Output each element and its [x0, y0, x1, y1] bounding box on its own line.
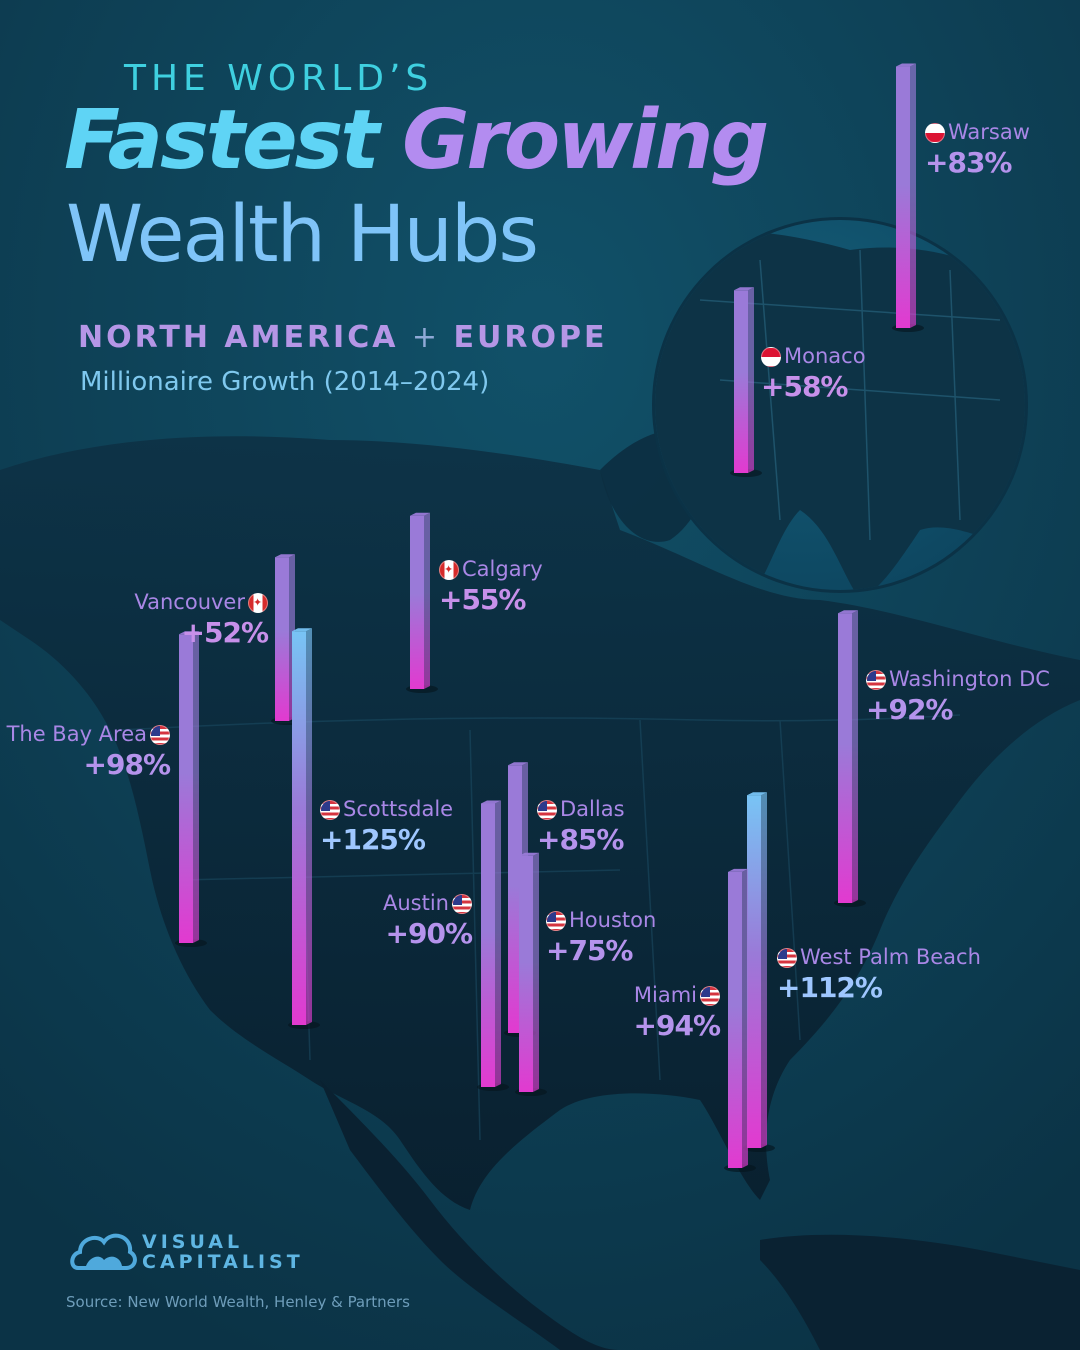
growth-value: +83% [925, 146, 1012, 179]
logo-wordmark: VISUAL CAPITALIST [142, 1231, 304, 1273]
city-name: Austin [383, 891, 449, 915]
bar-washington-dc [834, 610, 866, 907]
title-pre: THE WORLD’S [124, 58, 434, 99]
bar-west-palm-beach [743, 792, 775, 1152]
growth-value: +94% [633, 1009, 721, 1042]
city-name: Washington DC [889, 667, 1050, 691]
label-vancouver: Vancouver +52% [134, 590, 269, 649]
region-subtitle: NORTH AMERICA + EUROPE [78, 320, 607, 355]
label-calgary: Calgary +55% [439, 559, 543, 614]
canada-flag-icon [439, 559, 459, 580]
growth-value: +98% [83, 748, 171, 781]
caribbean-land [760, 1234, 1080, 1350]
cloud-logo-icon [70, 1233, 137, 1270]
label-washington-dc: Washington DC +92% [866, 669, 1050, 724]
growth-value: +112% [777, 971, 883, 1004]
label-dallas: Dallas +85% [537, 799, 625, 854]
title-sub: Wealth Hubs [66, 190, 539, 280]
city-name: Dallas [560, 797, 625, 821]
city-name: Warsaw [948, 120, 1030, 144]
label-miami: Miami +94% [633, 983, 721, 1042]
growth-value: +125% [320, 823, 426, 856]
growth-value: +90% [385, 917, 473, 950]
label-houston: Houston +75% [546, 910, 656, 965]
bar-monaco [730, 287, 762, 477]
metric-subtitle: Millionaire Growth (2014–2024) [80, 367, 490, 397]
title-word-growing: Growing [402, 93, 769, 188]
bar-the-bay-area [175, 631, 207, 947]
city-name: Houston [569, 908, 657, 932]
bars-layer [175, 63, 924, 1172]
bar-calgary [406, 512, 438, 693]
page-title: Fastest Growing [64, 100, 769, 182]
usa-flag-icon [537, 799, 557, 820]
monaco-flag-icon [761, 346, 781, 367]
canada-flag-icon [248, 592, 268, 613]
growth-value: +75% [546, 934, 633, 967]
source-note: Source: New World Wealth, Henley & Partn… [66, 1293, 410, 1311]
logo-line1: VISUAL [142, 1231, 244, 1253]
region-separator: + [411, 320, 441, 355]
north-america-land [0, 436, 1080, 1210]
city-name: Miami [633, 983, 697, 1007]
logo-line2: CAPITALIST [142, 1250, 304, 1273]
region-a: NORTH AMERICA [78, 320, 399, 355]
usa-flag-icon [777, 947, 797, 968]
region-b: EUROPE [453, 320, 608, 355]
bar-warsaw [892, 63, 924, 332]
bar-miami [724, 868, 756, 1172]
growth-value: +52% [181, 616, 269, 649]
usa-flag-icon [320, 799, 340, 820]
label-austin: Austin +90% [383, 891, 473, 950]
label-west-palm-beach: West Palm Beach +112% [777, 947, 981, 1002]
label-monaco: Monaco +58% [761, 346, 866, 401]
city-name: Vancouver [134, 590, 245, 614]
city-name: Scottsdale [343, 797, 454, 821]
usa-flag-icon [546, 910, 566, 931]
label-scottsdale: Scottsdale +125% [320, 799, 453, 854]
city-name: Calgary [462, 557, 543, 581]
growth-value: +92% [866, 693, 953, 726]
city-name: The Bay Area [6, 722, 147, 746]
title-word-fastest: Fastest [64, 93, 380, 188]
city-name: West Palm Beach [800, 945, 981, 969]
usa-flag-icon [150, 724, 170, 745]
bar-houston [515, 852, 547, 1096]
usa-flag-icon [452, 893, 472, 914]
poland-flag-icon [925, 122, 945, 143]
label-bay-area: The Bay Area +98% [6, 722, 171, 781]
usa-flag-icon [866, 669, 886, 690]
bar-austin [477, 800, 509, 1091]
usa-flag-icon [700, 985, 720, 1006]
bar-scottsdale [288, 628, 320, 1029]
label-warsaw: Warsaw +83% [925, 122, 1030, 177]
growth-value: +58% [761, 370, 848, 403]
city-name: Monaco [784, 344, 866, 368]
growth-value: +55% [439, 583, 526, 616]
growth-value: +85% [537, 823, 624, 856]
